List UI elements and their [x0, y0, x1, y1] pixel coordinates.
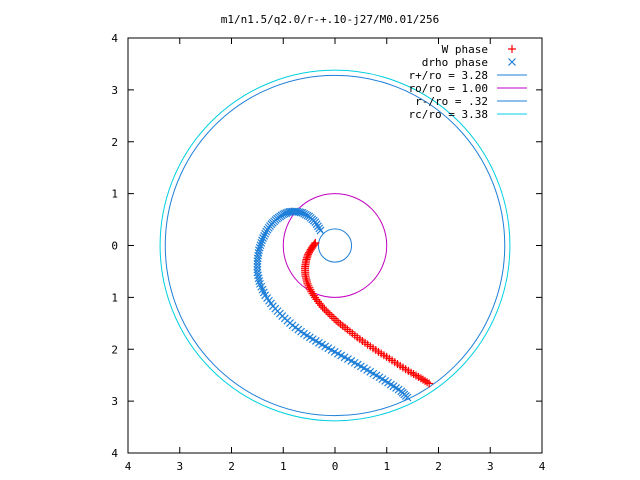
legend-sample	[508, 45, 516, 53]
legend-label: W phase	[442, 43, 488, 56]
data-point-fill	[329, 314, 338, 323]
plot-marks	[159, 69, 511, 422]
data-point	[253, 257, 262, 265]
data-point-fill	[317, 301, 326, 310]
y-tick-label: 4	[111, 32, 118, 45]
x-tick-label: 1	[280, 460, 287, 473]
data-point	[318, 303, 327, 312]
legend-label: r+/ro = 3.28	[409, 69, 488, 82]
y-tick-label: 4	[111, 447, 118, 460]
y-tick-label: 3	[111, 84, 118, 97]
data-point	[325, 310, 334, 319]
y-tick-label: 1	[111, 188, 118, 201]
circle-5	[159, 69, 511, 422]
data-point-fill	[304, 281, 313, 290]
data-point-fill	[320, 305, 329, 314]
data-point-fill	[259, 234, 267, 243]
data-point-fill	[255, 277, 264, 285]
data-point-fill	[256, 241, 265, 250]
circle-2	[164, 74, 506, 417]
y-tick-label: 1	[111, 291, 118, 304]
legend-label: ro/ro = 1.00	[409, 82, 488, 95]
series-1-points	[253, 207, 412, 402]
data-point-fill	[322, 306, 331, 315]
series-0-points	[300, 238, 434, 388]
legend-label: drho phase	[422, 56, 488, 69]
y-tick-label: 0	[111, 240, 118, 253]
data-point-fill	[332, 316, 341, 325]
data-point-fill	[305, 283, 314, 292]
x-tick-label: 4	[125, 460, 132, 473]
data-point	[403, 393, 412, 402]
data-point-fill	[257, 238, 266, 247]
data-point-fill	[253, 262, 262, 271]
circle-3	[282, 193, 388, 298]
data-point	[425, 379, 434, 388]
y-tick-label: 2	[111, 136, 118, 149]
x-tick-label: 4	[539, 460, 546, 473]
data-point-fill	[260, 231, 269, 240]
x-tick-label: 2	[228, 460, 235, 473]
y-tick-label: 2	[111, 343, 118, 356]
x-tick-label: 0	[332, 460, 339, 473]
x-tick-label: 3	[176, 460, 183, 473]
data-point	[262, 227, 271, 236]
data-point	[303, 279, 312, 288]
data-point-fill	[327, 312, 336, 321]
x-tick-label: 3	[487, 460, 494, 473]
legend-label: r-/ro = .32	[415, 95, 488, 108]
data-point-fill	[324, 308, 333, 317]
data-point-fill	[288, 207, 297, 216]
data-point-fill	[253, 259, 262, 268]
data-point-fill	[261, 229, 270, 238]
x-tick-label: 2	[435, 460, 442, 473]
x-tick-label: 1	[383, 460, 390, 473]
circle-4	[317, 228, 353, 263]
data-point	[258, 236, 266, 245]
legend-label: rc/ro = 3.38	[409, 108, 488, 121]
legend-sample	[508, 58, 516, 66]
chart-title: m1/n1.5/q2.0/r-+.10-j27/M0.01/256	[221, 13, 440, 26]
y-tick-label: 3	[111, 395, 118, 408]
